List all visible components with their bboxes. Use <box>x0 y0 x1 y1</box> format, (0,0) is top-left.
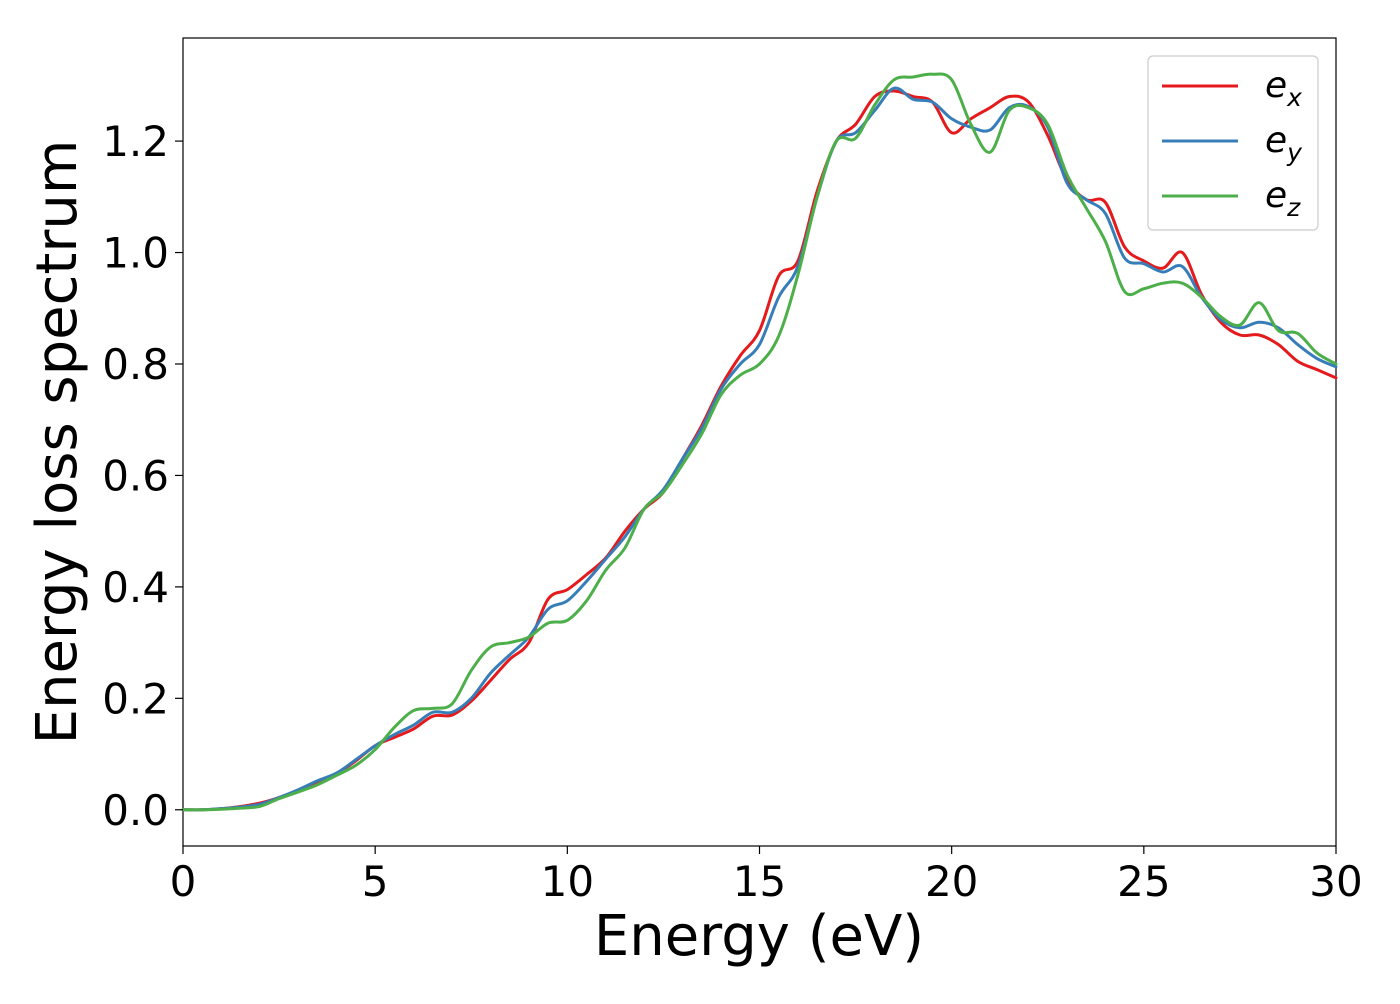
legend: ex ey ez <box>1147 55 1319 231</box>
legend-box <box>1147 55 1319 231</box>
y-tick-label: 0.8 <box>102 340 169 389</box>
legend-label-y: ey <box>1265 120 1303 167</box>
x-axis-label: Energy (eV) <box>594 904 924 969</box>
x-tick-label: 20 <box>925 857 978 906</box>
y-tick-label: 0.4 <box>102 563 169 612</box>
legend-label-z: ez <box>1265 175 1301 222</box>
x-tick-label: 5 <box>362 857 389 906</box>
y-axis-label: Energy loss spectrum <box>25 140 90 745</box>
x-tick-label: 25 <box>1117 857 1170 906</box>
y-tick-label: 0.6 <box>102 451 169 500</box>
series-layer <box>181 72 1338 812</box>
legend-label-x: ex <box>1265 65 1302 112</box>
y-tick-label: 1.0 <box>102 229 169 278</box>
x-tick-label: 30 <box>1309 857 1362 906</box>
x-axis-ticks: 0 5 10 15 20 25 30 <box>170 846 1363 906</box>
x-tick-label: 10 <box>541 857 594 906</box>
x-tick-label: 15 <box>733 857 786 906</box>
y-axis-ticks: 0.0 0.2 0.4 0.6 0.8 1.0 1.2 <box>102 117 183 835</box>
series-line-e-y <box>181 86 1338 812</box>
y-tick-label: 1.2 <box>102 117 169 166</box>
y-tick-label: 0.0 <box>102 786 169 835</box>
y-tick-label: 0.2 <box>102 674 169 723</box>
x-tick-label: 0 <box>170 857 197 906</box>
legend-items: ex ey ez <box>1162 65 1303 222</box>
series-line-e-z <box>181 72 1338 812</box>
